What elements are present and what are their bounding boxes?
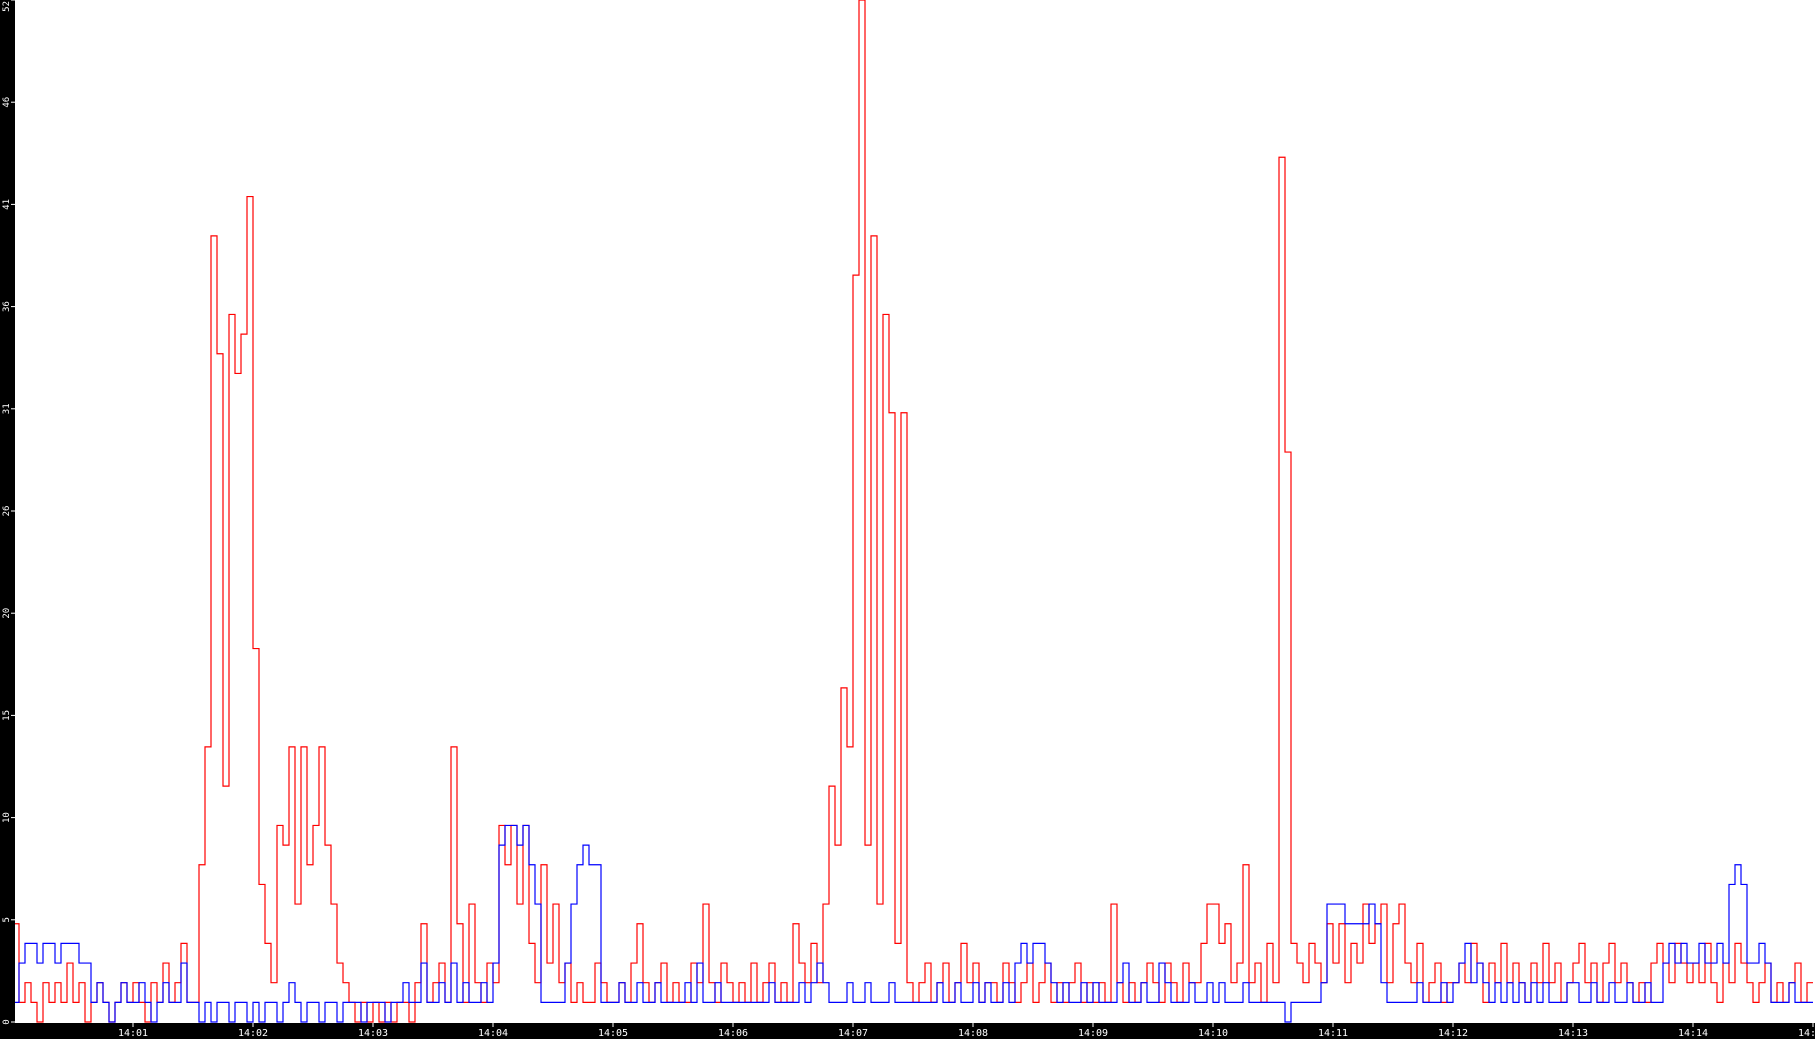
y-tick-label: 15 [2,710,12,721]
x-tick-label: 14:12 [1438,1028,1468,1039]
x-tick-label: 14:10 [1198,1028,1228,1039]
y-tick-label: 41 [2,199,12,210]
x-tick-label: 14:05 [598,1028,628,1039]
x-tick-label: 14:11 [1318,1028,1348,1039]
x-tick-label: 14:01 [118,1028,148,1039]
x-tick-label: 14:03 [358,1028,388,1039]
y-tick-label: 36 [2,301,12,312]
series-layer [15,0,1813,1023]
x-tick-label: 14:08 [958,1028,988,1039]
y-tick-label: 10 [2,812,12,823]
x-tick-label: 14:15 [1798,1028,1815,1039]
y-axis-band [0,0,15,1039]
x-tick-label: 14:14 [1678,1028,1708,1039]
x-tick-label: 14:04 [478,1028,508,1039]
y-tick-label: 46 [2,97,12,108]
x-tick-label: 14:06 [718,1028,748,1039]
x-tick-label: 14:02 [238,1028,268,1039]
y-tick-label: 31 [2,403,12,414]
y-tick-label: 0 [2,1019,12,1024]
y-axis: 0 5 10 15 20 26 31 36 41 46 52 [2,0,15,1025]
y-tick-label: 5 [2,917,12,922]
x-tick-label: 14:07 [838,1028,868,1039]
y-tick-label: 26 [2,506,12,517]
x-tick-label: 14:13 [1558,1028,1588,1039]
x-axis-band [0,1023,1815,1039]
blue-series-line [15,824,1813,1023]
y-tick-label: 20 [2,608,12,619]
x-axis: 14:01 14:02 14:03 14:04 14:05 14:06 14:07 14:08… [118,1023,1815,1039]
x-tick-label: 14:09 [1078,1028,1108,1039]
y-tick-label: 52 [2,1,12,12]
